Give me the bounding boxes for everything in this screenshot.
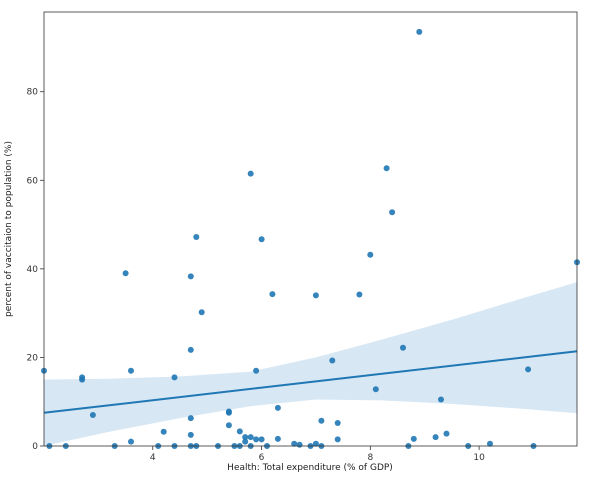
data-point [487, 440, 493, 447]
data-point [187, 431, 194, 438]
data-point [187, 273, 194, 280]
data-point [389, 209, 396, 216]
data-point [242, 434, 249, 441]
data-point [334, 420, 341, 426]
data-point [400, 344, 406, 351]
data-point [291, 440, 298, 447]
data-point [329, 357, 336, 364]
regression-line [43, 350, 578, 414]
data-point [432, 434, 439, 441]
data-point [525, 366, 532, 373]
data-point [253, 367, 260, 374]
y-axis: 0 20 40 60 80 [27, 88, 44, 452]
y-tick-label: 0 [32, 442, 38, 452]
data-point [128, 438, 134, 445]
y-tick-label: 60 [27, 176, 39, 186]
data-point [274, 404, 281, 411]
points-layer [41, 28, 580, 449]
x-tick-label: 4 [150, 453, 156, 463]
data-point [247, 434, 254, 441]
data-point [122, 270, 129, 277]
data-point [312, 292, 319, 299]
confidence-band [44, 282, 577, 446]
data-point [236, 428, 243, 435]
data-point [193, 234, 200, 240]
data-point [367, 251, 374, 258]
plot-frame [43, 11, 578, 447]
data-point [334, 436, 341, 443]
data-point [383, 165, 390, 172]
data-point [160, 428, 167, 435]
data-point [258, 236, 265, 243]
x-tick-label: 6 [259, 453, 265, 463]
y-axis-label: percent of vaccitaion to population (%) [4, 141, 14, 317]
data-point [258, 436, 265, 443]
data-point [438, 396, 444, 403]
y-tick-label: 40 [27, 265, 39, 275]
x-axis-label: Health: Total expenditure (% of GDP) [227, 463, 393, 473]
data-point [443, 430, 450, 437]
data-point [225, 409, 232, 416]
data-point [128, 367, 134, 374]
data-point [253, 436, 260, 443]
data-point [198, 309, 205, 316]
data-point [312, 440, 319, 447]
data-point [225, 422, 232, 429]
data-point [416, 28, 423, 35]
data-point [372, 386, 379, 393]
data-point [296, 441, 303, 448]
data-point [89, 412, 96, 418]
data-point [187, 415, 194, 422]
data-point [274, 435, 281, 442]
data-point [356, 291, 363, 298]
data-point [242, 438, 249, 445]
data-point [410, 435, 417, 442]
data-point [247, 170, 254, 177]
y-tick-label: 80 [27, 88, 39, 98]
data-point [79, 376, 86, 383]
y-tick-label: 20 [27, 353, 39, 363]
x-axis: 4 6 8 10 [150, 446, 485, 463]
data-point [318, 417, 325, 424]
data-point [187, 346, 194, 353]
x-tick-label: 10 [473, 453, 485, 463]
data-point [171, 374, 178, 381]
data-point [269, 291, 276, 298]
x-tick-label: 8 [367, 453, 373, 463]
